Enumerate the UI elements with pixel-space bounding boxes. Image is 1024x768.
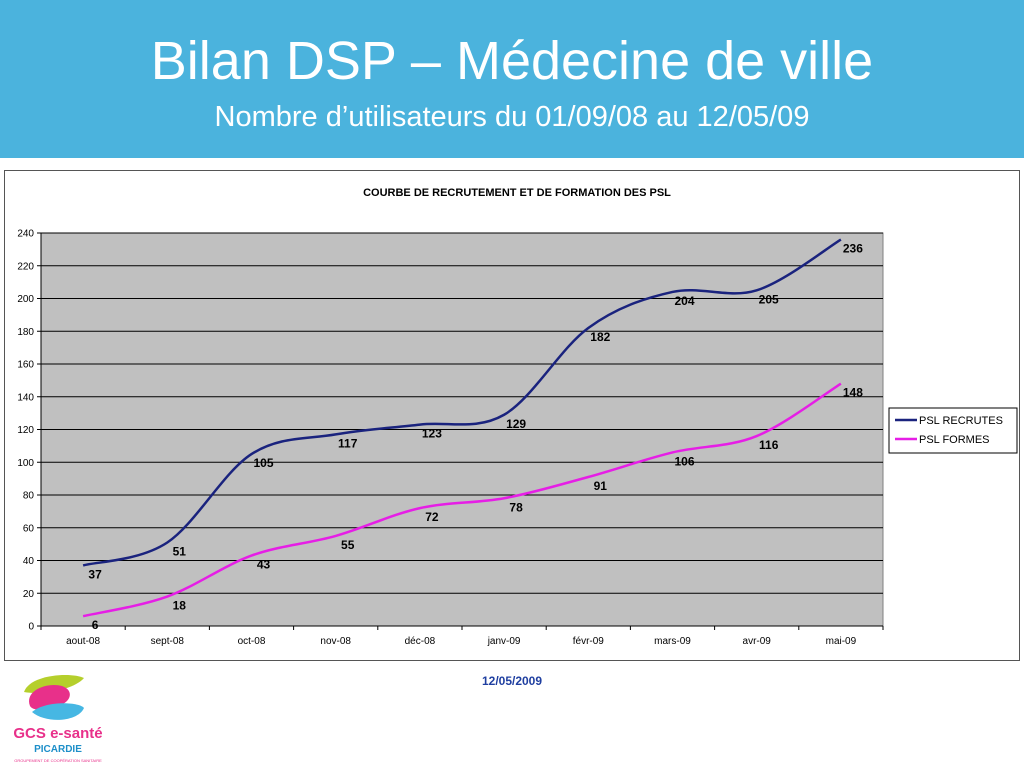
x-tick-label: aout-08: [66, 636, 100, 647]
title-banner: Bilan DSP – Médecine de ville Nombre d’u…: [0, 0, 1024, 158]
data-label-formes: 55: [341, 538, 355, 552]
y-tick-label: 60: [23, 523, 35, 534]
y-tick-label: 160: [17, 360, 34, 371]
x-tick-label: oct-08: [238, 636, 266, 647]
data-label-recrutes: 105: [253, 456, 273, 470]
data-label-recrutes: 205: [759, 292, 779, 306]
legend-label-formes: PSL FORMES: [919, 434, 990, 446]
slide-title: Bilan DSP – Médecine de ville: [150, 31, 874, 91]
series-line-recrutes: [82, 238, 842, 567]
chart-frame: COURBE DE RECRUTEMENT ET DE FORMATION DE…: [4, 170, 1020, 661]
x-tick-label: mai-09: [826, 636, 857, 647]
y-tick-label: 100: [17, 458, 34, 469]
x-tick-label: janv-09: [487, 636, 521, 647]
data-label-formes: 72: [425, 510, 439, 524]
data-label-recrutes: 204: [674, 294, 694, 308]
x-tick-label: déc-08: [405, 636, 436, 647]
x-tick-label: sept-08: [151, 636, 185, 647]
x-tick-label: avr-09: [743, 636, 772, 647]
data-label-recrutes: 37: [88, 567, 102, 581]
legend-label-recrutes: PSL RECRUTES: [919, 415, 1003, 427]
legend-box: [888, 407, 1018, 454]
data-labels: 37 51 105 117 123 129 182 204 205 236 6 18 43 55 72 78 9…: [88, 242, 863, 633]
series-line-formes: [82, 382, 842, 618]
data-label-recrutes: 51: [173, 544, 187, 558]
data-label-recrutes: 129: [506, 417, 526, 431]
data-label-formes: 6: [92, 618, 99, 632]
legend: PSL RECRUTES PSL FORMES: [888, 407, 1018, 454]
y-tick-label: 140: [17, 392, 34, 403]
data-label-formes: 43: [257, 558, 271, 572]
logo-blue-shape: [32, 703, 84, 720]
data-label-recrutes: 236: [843, 242, 863, 256]
data-label-formes: 148: [843, 386, 863, 400]
data-label-recrutes: 117: [338, 436, 358, 450]
x-axis: aout-08 sept-08 oct-08 nov-08 déc-08 janv-09 f…: [40, 625, 884, 647]
x-tick-label: mars-09: [654, 636, 691, 647]
series-lines: [82, 238, 842, 618]
line-chart: COURBE DE RECRUTEMENT ET DE FORMATION DE…: [17, 187, 1018, 647]
x-tick-label: févr-09: [573, 636, 605, 647]
y-tick-label: 0: [28, 622, 34, 633]
data-label-recrutes: 182: [590, 330, 610, 344]
data-label-formes: 91: [594, 479, 608, 493]
x-tick-label: nov-08: [320, 636, 351, 647]
data-label-formes: 18: [173, 599, 187, 613]
data-label-formes: 78: [509, 500, 523, 514]
y-tick-label: 240: [17, 229, 34, 240]
y-tick-label: 120: [17, 425, 34, 436]
slide-subtitle: Nombre d’utilisateurs du 01/09/08 au 12/…: [214, 101, 810, 133]
y-tick-label: 220: [17, 261, 34, 272]
data-label-formes: 106: [674, 454, 694, 468]
logo-text-region: PICARDIE: [34, 744, 82, 755]
logo-text-main: GCS e-santé: [13, 725, 102, 742]
y-tick-label: 80: [23, 491, 35, 502]
y-tick-label: 180: [17, 327, 34, 338]
footer-date: 12/05/2009: [481, 674, 543, 688]
y-tick-label: 40: [23, 556, 35, 567]
data-label-formes: 116: [759, 438, 779, 452]
y-tick-label: 200: [17, 294, 34, 305]
grid-lines: [41, 232, 883, 594]
logo-text-tagline: GROUPEMENT DE COOPÉRATION SANITAIRE: [14, 758, 102, 763]
gcs-esante-logo: GCS e-santé PICARDIE GROUPEMENT DE COOPÉ…: [13, 674, 103, 763]
y-axis: 0 20 40 60 80 100 120 140 160 180 200 220 240: [17, 229, 42, 633]
chart-title: COURBE DE RECRUTEMENT ET DE FORMATION DE…: [363, 187, 671, 199]
y-tick-label: 20: [23, 589, 35, 600]
data-label-recrutes: 123: [422, 427, 442, 441]
